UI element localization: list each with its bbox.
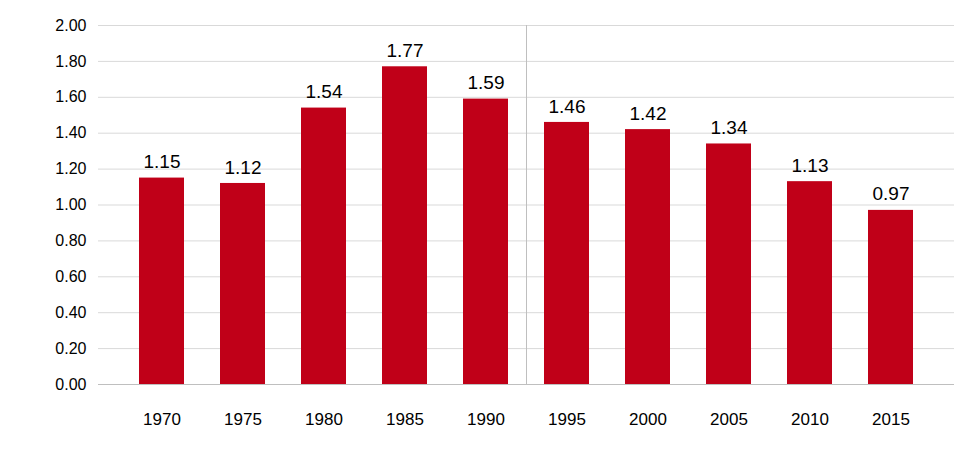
svg-text:1.20: 1.20 xyxy=(55,160,86,177)
svg-text:1.12: 1.12 xyxy=(225,157,262,178)
svg-text:2000: 2000 xyxy=(629,410,667,429)
svg-text:1.13: 1.13 xyxy=(792,155,829,176)
svg-text:1975: 1975 xyxy=(224,410,262,429)
svg-text:1.80: 1.80 xyxy=(55,53,86,70)
svg-text:0.60: 0.60 xyxy=(55,268,86,285)
svg-text:0.40: 0.40 xyxy=(55,304,86,321)
svg-text:0.80: 0.80 xyxy=(55,232,86,249)
svg-text:1990: 1990 xyxy=(467,410,505,429)
svg-text:1.15: 1.15 xyxy=(144,151,181,172)
svg-text:1.40: 1.40 xyxy=(55,124,86,141)
svg-text:2005: 2005 xyxy=(710,410,748,429)
svg-text:1.77: 1.77 xyxy=(387,40,424,61)
svg-text:1970: 1970 xyxy=(143,410,181,429)
svg-text:1980: 1980 xyxy=(305,410,343,429)
svg-text:2.00: 2.00 xyxy=(55,17,86,34)
svg-text:1995: 1995 xyxy=(548,410,586,429)
svg-text:1.60: 1.60 xyxy=(55,88,86,105)
svg-text:1.46: 1.46 xyxy=(549,96,586,117)
svg-text:1.54: 1.54 xyxy=(306,81,343,102)
svg-text:0.20: 0.20 xyxy=(55,340,86,357)
svg-text:1.59: 1.59 xyxy=(468,72,505,93)
svg-text:1985: 1985 xyxy=(386,410,424,429)
svg-text:0.97: 0.97 xyxy=(873,183,910,204)
svg-text:1.00: 1.00 xyxy=(55,196,86,213)
svg-text:1.42: 1.42 xyxy=(630,103,667,124)
svg-text:2015: 2015 xyxy=(872,410,910,429)
svg-text:0.00: 0.00 xyxy=(55,376,86,393)
svg-text:2010: 2010 xyxy=(791,410,829,429)
svg-text:1.34: 1.34 xyxy=(711,117,748,138)
